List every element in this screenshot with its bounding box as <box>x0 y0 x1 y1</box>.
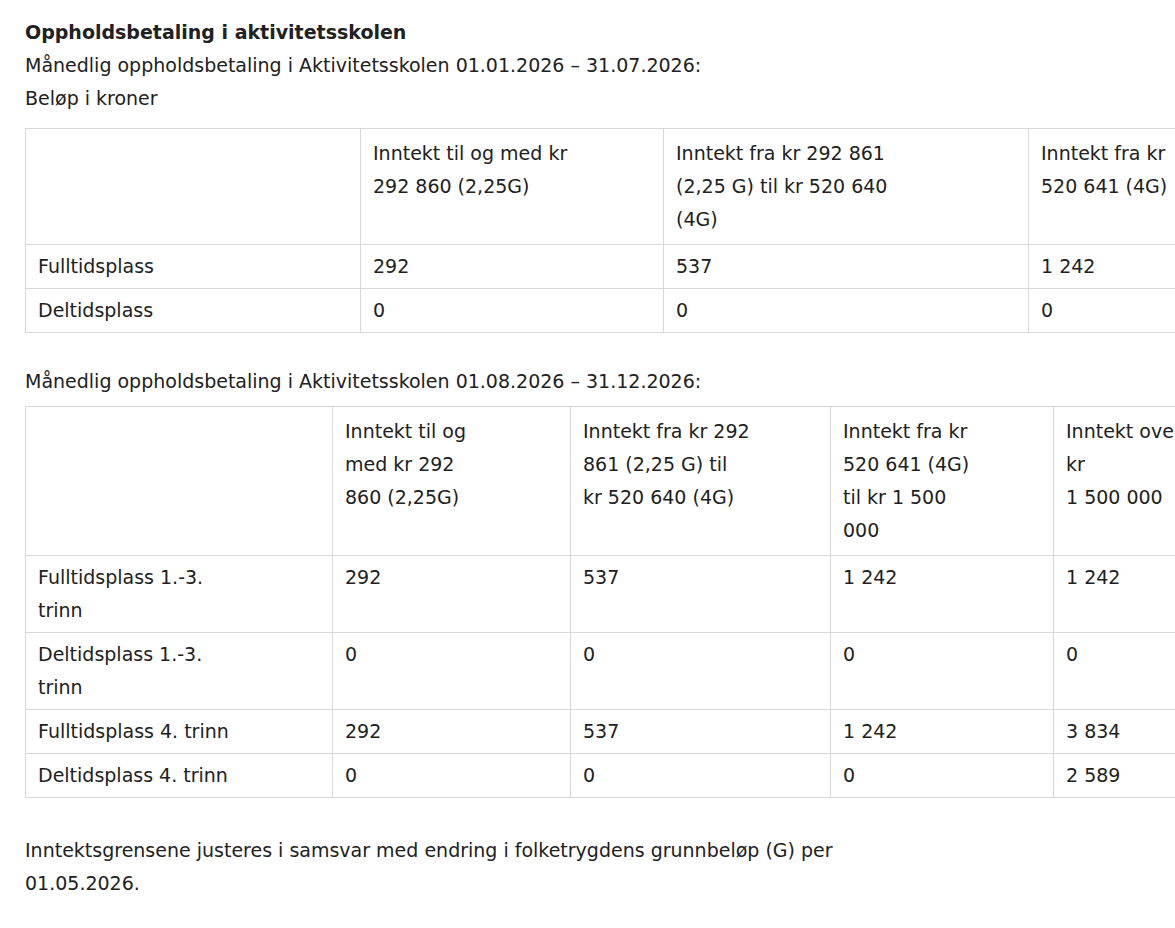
table-row: Deltidsplass 0 0 0 <box>26 289 1175 333</box>
table-cell-value: 1 242 <box>831 710 1054 754</box>
table-row: Fulltidsplass 4. trinn 292 537 1 242 3 8… <box>26 710 1175 754</box>
table-cell-value: 1 242 <box>1054 556 1175 633</box>
table-cell-value: 0 <box>571 633 831 710</box>
table-cell-value: 0 <box>1054 633 1175 710</box>
table-cell-value: 537 <box>571 556 831 633</box>
adjustment-note: Inntektsgrensene justeres i samsvar med … <box>25 834 1155 900</box>
table-cell-value: 0 <box>664 289 1029 333</box>
table-cell-value: 2 589 <box>1054 754 1175 798</box>
table-1-header-bracket-3: Inntekt fra kr 520 641 (4G) <box>1029 129 1175 245</box>
table-2-header-row: Inntekt til og med kr 292 860 (2,25G) In… <box>26 407 1175 556</box>
table-cell-value: 537 <box>664 245 1029 289</box>
table-row-label: Deltidsplass 1.-3. trinn <box>26 633 333 710</box>
table-2-header-bracket-3: Inntekt fra kr 520 641 (4G) til kr 1 500… <box>831 407 1054 556</box>
table-cell-value: 0 <box>333 754 571 798</box>
table-row: Deltidsplass 1.-3. trinn 0 0 0 0 <box>26 633 1175 710</box>
table-row-label: Deltidsplass <box>26 289 361 333</box>
table-cell-value: 0 <box>361 289 664 333</box>
table-cell-value: 0 <box>1029 289 1175 333</box>
table-cell-value: 0 <box>571 754 831 798</box>
table-1-header-bracket-1: Inntekt til og med kr 292 860 (2,25G) <box>361 129 664 245</box>
table-cell-value: 0 <box>831 633 1054 710</box>
intro-period-2: Månedlig oppholdsbetaling i Aktivitetssk… <box>25 365 1155 398</box>
table-1-header-bracket-2: Inntekt fra kr 292 861 (2,25 G) til kr 5… <box>664 129 1029 245</box>
table-row: Deltidsplass 4. trinn 0 0 0 2 589 <box>26 754 1175 798</box>
table-cell-value: 537 <box>571 710 831 754</box>
table-row-label: Fulltidsplass 1.-3. trinn <box>26 556 333 633</box>
table-row: Fulltidsplass 1.-3. trinn 292 537 1 242 … <box>26 556 1175 633</box>
table-2-header-bracket-4: Inntekt over kr 1 500 000 <box>1054 407 1175 556</box>
document-content: Oppholdsbetaling i aktivitetsskolen Måne… <box>25 16 1155 900</box>
table-1-header-row: Inntekt til og med kr 292 860 (2,25G) In… <box>26 129 1175 245</box>
table-cell-value: 0 <box>333 633 571 710</box>
rates-table-period-2: Inntekt til og med kr 292 860 (2,25G) In… <box>25 406 1175 798</box>
table-2-header-empty <box>26 407 333 556</box>
table-cell-value: 292 <box>333 556 571 633</box>
page-title: Oppholdsbetaling i aktivitetsskolen <box>25 16 1155 49</box>
table-row-label: Fulltidsplass 4. trinn <box>26 710 333 754</box>
intro-period-1: Månedlig oppholdsbetaling i Aktivitetssk… <box>25 49 1155 82</box>
table-row-label: Fulltidsplass <box>26 245 361 289</box>
rates-table-period-1: Inntekt til og med kr 292 860 (2,25G) In… <box>25 128 1175 333</box>
amount-unit-note: Beløp i kroner <box>25 82 1155 115</box>
table-cell-value: 292 <box>333 710 571 754</box>
table-cell-value: 3 834 <box>1054 710 1175 754</box>
table-2-header-bracket-2: Inntekt fra kr 292 861 (2,25 G) til kr 5… <box>571 407 831 556</box>
table-row-label: Deltidsplass 4. trinn <box>26 754 333 798</box>
table-2-header-bracket-1: Inntekt til og med kr 292 860 (2,25G) <box>333 407 571 556</box>
table-cell-value: 0 <box>831 754 1054 798</box>
table-cell-value: 292 <box>361 245 664 289</box>
table-cell-value: 1 242 <box>831 556 1054 633</box>
table-1-header-empty <box>26 129 361 245</box>
table-row: Fulltidsplass 292 537 1 242 <box>26 245 1175 289</box>
table-cell-value: 1 242 <box>1029 245 1175 289</box>
